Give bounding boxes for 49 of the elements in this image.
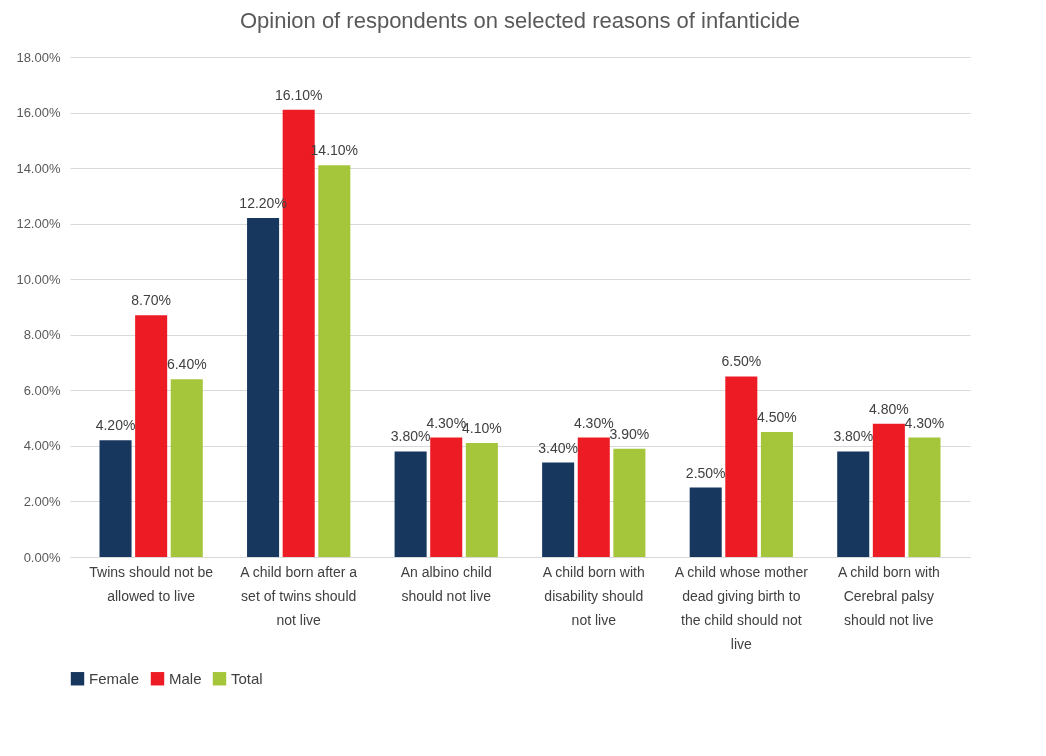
- bar: [318, 165, 351, 557]
- x-tick-label: A child born with Cerebral palsy should not live: [837, 563, 940, 628]
- bar: [465, 443, 498, 557]
- chart-title: Opinion of respondents on selected reasons of infanticide: [239, 8, 801, 33]
- data-label: 16.10%: [274, 86, 323, 103]
- bar: [908, 437, 941, 557]
- bar: [542, 462, 575, 557]
- legend-label: Female: [89, 669, 140, 687]
- y-tick-label: 0.00%: [23, 549, 61, 565]
- bar: [872, 423, 905, 557]
- bar: [247, 218, 280, 557]
- data-label: 3.40%: [538, 439, 579, 456]
- x-tick-label: An albino child should not live: [400, 563, 492, 604]
- data-label: 4.20%: [95, 417, 136, 434]
- data-label: 8.70%: [131, 292, 171, 309]
- bar: [837, 451, 870, 557]
- data-label: 3.80%: [833, 428, 874, 445]
- y-tick-label: 8.00%: [23, 327, 61, 343]
- y-tick-label: 14.00%: [16, 160, 61, 176]
- x-tick-label: Twins should not be allowed to live: [89, 563, 214, 604]
- bar: [689, 487, 722, 557]
- y-tick-label: 10.00%: [16, 271, 61, 287]
- data-label: 6.50%: [721, 353, 762, 370]
- data-label: 6.40%: [166, 356, 207, 373]
- bar: [135, 315, 168, 557]
- bar: [760, 432, 793, 557]
- y-tick-label: 6.00%: [23, 382, 61, 398]
- data-label: 4.30%: [904, 414, 945, 431]
- bar: [430, 437, 463, 557]
- data-label: 2.50%: [685, 464, 726, 481]
- y-tick-label: 2.00%: [23, 493, 61, 509]
- y-tick-label: 18.00%: [16, 49, 61, 65]
- data-label: 4.50%: [757, 409, 797, 425]
- bar: [99, 440, 132, 557]
- bar: [577, 437, 610, 557]
- data-label: 4.80%: [869, 400, 909, 417]
- y-tick-label: 16.00%: [16, 105, 61, 121]
- data-label: 3.80%: [390, 428, 431, 445]
- bar: [725, 376, 758, 557]
- y-tick-label: 4.00%: [23, 438, 61, 454]
- y-tick-label: 12.00%: [16, 216, 61, 232]
- x-tick-label: A child born after a set of twins should not live: [240, 563, 358, 628]
- x-tick-label: A child whose mother dead giving birth to the child should not live: [674, 563, 809, 652]
- legend-label: Total: [231, 669, 263, 687]
- bar: [613, 448, 646, 557]
- legend-label: Male: [169, 669, 202, 687]
- bar: [170, 379, 203, 557]
- bar: [394, 451, 427, 557]
- x-tick-label: A child born with disability should not live: [542, 563, 645, 628]
